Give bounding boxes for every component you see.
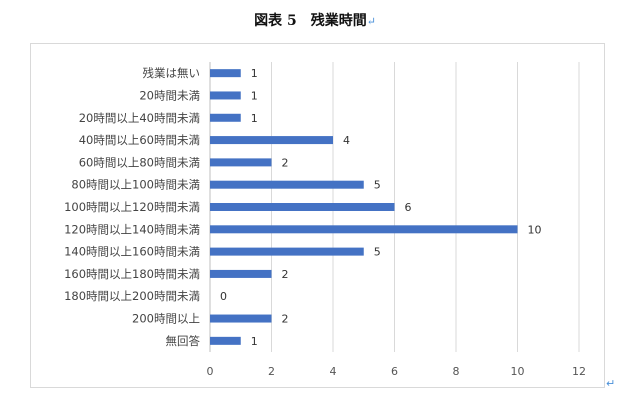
bar-2 — [210, 113, 241, 122]
bar-4 — [210, 158, 272, 167]
end-paragraph-mark-icon: ↵ — [606, 377, 616, 390]
chart-title-text: 図表 5 残業時間 — [254, 13, 367, 29]
bar-6 — [210, 203, 395, 211]
x-tick-label-6: 12 — [572, 365, 586, 378]
x-tick-label-3: 6 — [391, 365, 398, 378]
bar-0 — [210, 69, 241, 78]
chart-frame — [30, 43, 605, 388]
category-label-7: 120時間以上140時間未満 — [64, 222, 200, 236]
category-label-0: 残業は無い — [143, 66, 201, 80]
data-label-5: 5 — [374, 179, 381, 192]
x-tick-label-0: 0 — [207, 365, 214, 378]
data-label-4: 2 — [282, 156, 289, 169]
data-label-0: 1 — [251, 67, 258, 80]
data-label-3: 4 — [343, 134, 350, 147]
x-tick-label-4: 8 — [453, 365, 460, 378]
data-label-1: 1 — [251, 89, 258, 102]
category-label-1: 20時間未満 — [139, 88, 200, 102]
bar-1 — [210, 91, 241, 100]
data-label-8: 5 — [374, 246, 381, 259]
category-label-6: 100時間以上120時間未満 — [64, 200, 200, 214]
bar-11 — [210, 314, 272, 323]
bar-12 — [210, 336, 241, 345]
category-label-4: 60時間以上80時間未満 — [79, 155, 200, 169]
x-tick-label-1: 2 — [268, 365, 275, 378]
data-label-11: 2 — [282, 313, 289, 326]
bar-9 — [210, 269, 272, 278]
x-tick-label-5: 10 — [511, 365, 525, 378]
category-label-5: 80時間以上100時間未満 — [71, 178, 200, 192]
paragraph-mark-icon: ↵ — [366, 15, 376, 28]
category-label-11: 200時間以上 — [132, 312, 200, 326]
category-label-8: 140時間以上160時間未満 — [64, 245, 200, 259]
category-label-2: 20時間以上40時間未満 — [79, 111, 200, 125]
data-label-10: 0 — [220, 290, 227, 303]
category-label-12: 無回答 — [166, 334, 201, 348]
data-label-12: 1 — [251, 335, 258, 348]
bar-5 — [210, 180, 364, 189]
bar-3 — [210, 136, 333, 145]
data-label-6: 6 — [405, 201, 412, 214]
category-label-9: 160時間以上180時間未満 — [64, 267, 200, 281]
category-label-3: 40時間以上60時間未満 — [79, 133, 200, 147]
bar-8 — [210, 247, 364, 256]
data-label-9: 2 — [282, 268, 289, 281]
category-label-10: 180時間以上200時間未満 — [64, 289, 200, 303]
bar-7 — [210, 225, 518, 234]
x-tick-label-2: 4 — [330, 365, 337, 378]
data-label-2: 1 — [251, 112, 258, 125]
chart-title: 図表 5 残業時間↵ — [0, 10, 630, 30]
data-label-7: 10 — [528, 223, 542, 236]
